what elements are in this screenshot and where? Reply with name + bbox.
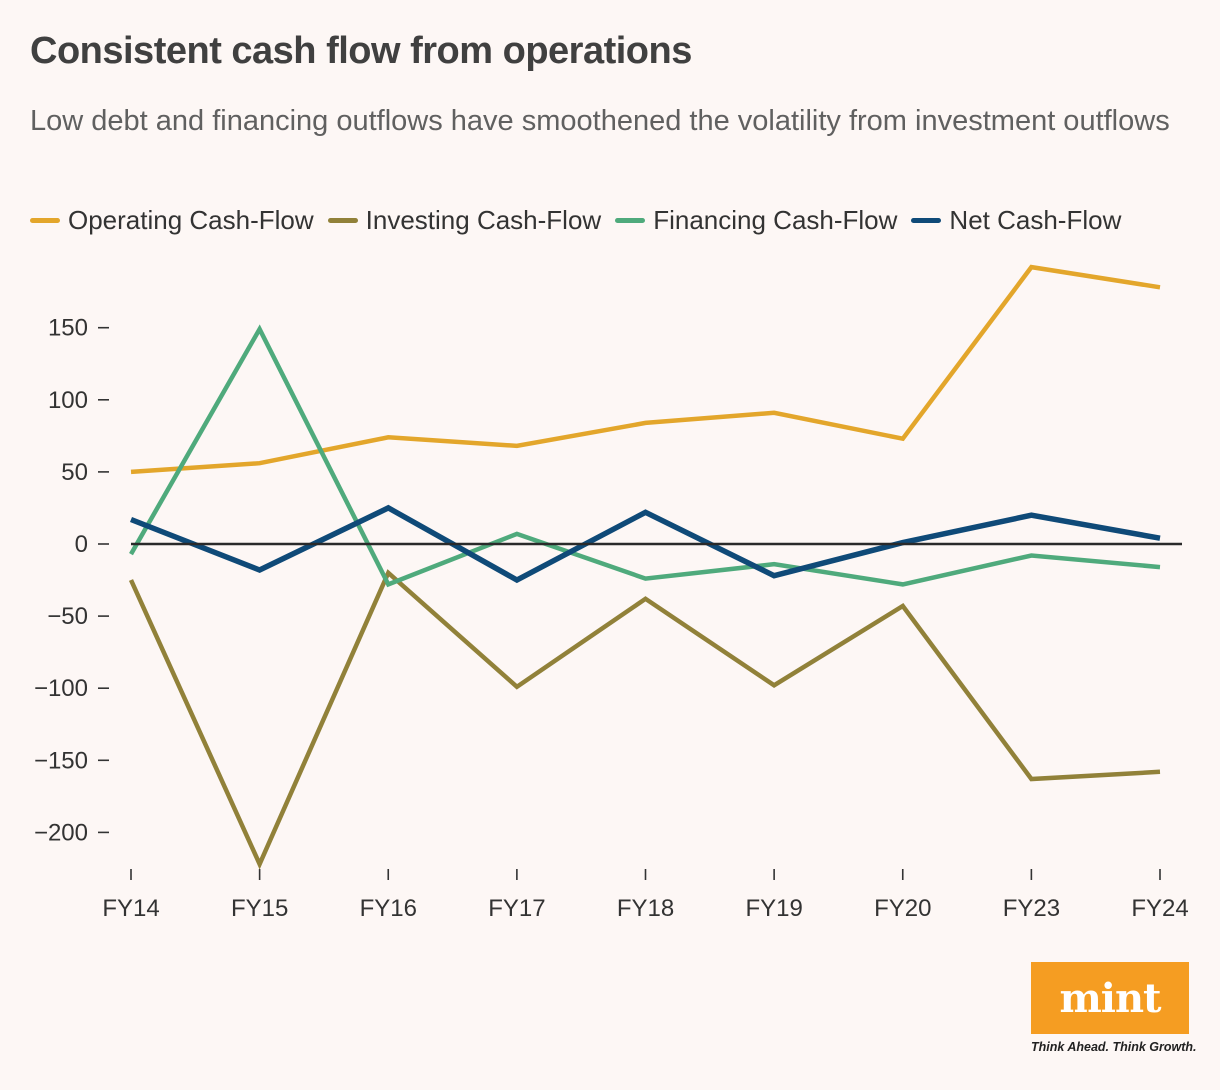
legend-label-operating: Operating Cash-Flow — [68, 205, 314, 235]
x-tick-label-FY17: FY17 — [488, 895, 545, 922]
y-tick-label-50: 50 — [61, 459, 88, 486]
x-tick-label-FY15: FY15 — [231, 895, 288, 922]
y-tick-label-100: 100 — [48, 387, 88, 414]
x-tick-label-FY24: FY24 — [1131, 895, 1188, 922]
brand-tagline: Think Ahead. Think Growth. — [1031, 1040, 1197, 1054]
x-tick-label-FY16: FY16 — [360, 895, 417, 922]
legend-label-financing: Financing Cash-Flow — [653, 205, 898, 235]
y-tick-label--150: −150 — [34, 747, 88, 774]
y-tick-label--100: −100 — [34, 675, 88, 702]
legend-label-net: Net Cash-Flow — [949, 205, 1122, 235]
chart-legend: Operating Cash-Flow Investing Cash-Flow … — [30, 205, 1135, 236]
legend-swatch-investing — [327, 218, 358, 223]
x-tick-label-FY18: FY18 — [617, 895, 674, 922]
series-line-investing-cash-flow — [128, 569, 1161, 870]
legend-item-financing: Financing Cash-Flow — [615, 205, 897, 236]
x-tick-label-FY14: FY14 — [102, 895, 159, 922]
mint-logo-text: mint — [1059, 974, 1161, 1022]
y-tick-label-0: 0 — [75, 531, 88, 558]
series-line-operating-cash-flow — [130, 264, 1161, 475]
legend-swatch-operating — [30, 218, 60, 223]
legend-item-net: Net Cash-Flow — [911, 205, 1121, 236]
series-line-net-cash-flow — [129, 504, 1161, 584]
line-chart: 150 100 50 0 −50 −100 −150 −200 FY14 FY15 FY16 FY17… — [34, 264, 1189, 922]
x-tick-label-FY19: FY19 — [745, 895, 802, 922]
y-tick-label--200: −200 — [34, 819, 88, 846]
legend-item-operating: Operating Cash-Flow — [30, 205, 314, 236]
y-tick-label--50: −50 — [47, 603, 88, 630]
legend-label-investing: Investing Cash-Flow — [365, 205, 602, 235]
legend-swatch-financing — [615, 218, 646, 223]
x-tick-label-FY20: FY20 — [874, 895, 931, 922]
y-tick-label-150: 150 — [48, 315, 88, 342]
chart-subtitle: Low debt and financing outflows have smo… — [30, 105, 1170, 137]
legend-swatch-net — [911, 218, 942, 223]
legend-item-investing: Investing Cash-Flow — [327, 205, 602, 236]
mint-logo: mint — [1031, 962, 1189, 1034]
chart-title: Consistent cash flow from operations — [30, 30, 692, 72]
x-tick-label-FY23: FY23 — [1003, 895, 1060, 922]
